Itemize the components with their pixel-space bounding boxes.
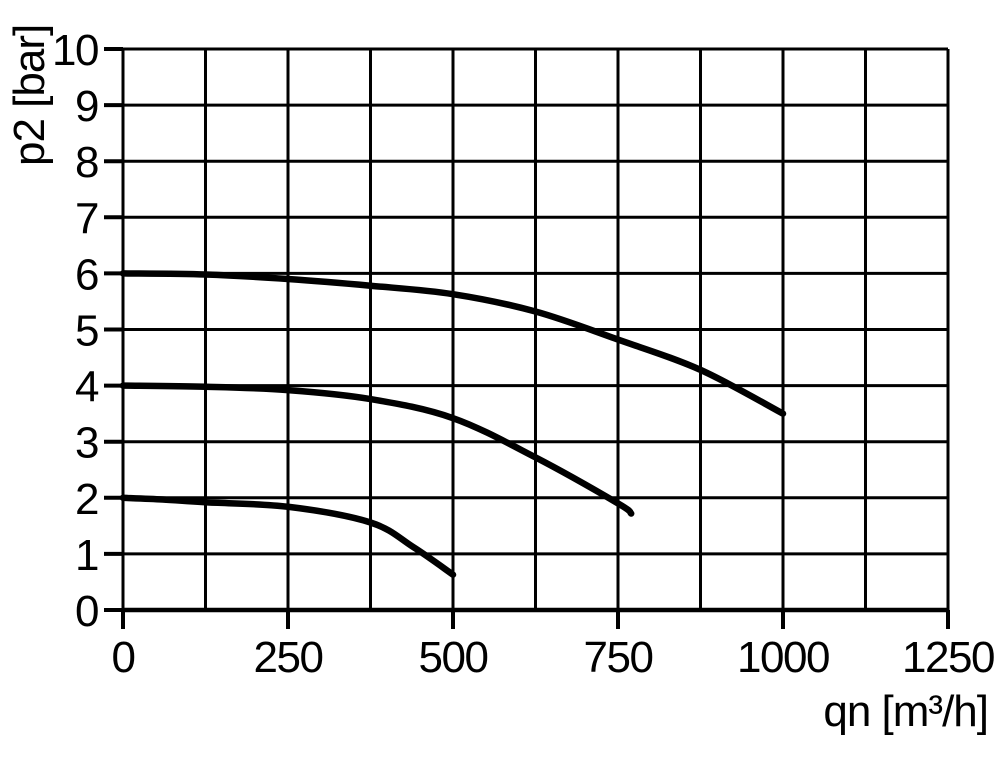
x-tick-label-0: 0	[112, 633, 135, 682]
x-tick-label-1250: 1250	[902, 633, 994, 682]
flow-curve-6-bar	[119, 270, 787, 417]
x-tick-label-250: 250	[254, 633, 323, 682]
grid-lines	[121, 47, 950, 613]
axis-ticks	[104, 47, 950, 629]
y-tick-label-2: 2	[75, 475, 98, 524]
y-tick-label-8: 8	[75, 138, 98, 187]
x-tick-label-1000: 1000	[737, 633, 829, 682]
y-tick-label-5: 5	[75, 307, 98, 356]
y-tick-label-9: 9	[75, 82, 98, 131]
y-tick-label-0: 0	[75, 587, 98, 636]
y-tick-label-10: 10	[52, 26, 98, 75]
x-axis-title: qn [m³/h]	[823, 687, 988, 736]
x-tick-label-500: 500	[419, 633, 488, 682]
x-tick-label-750: 750	[584, 633, 653, 682]
y-axis-title: p2 [bar]	[5, 25, 54, 166]
flow-curve-2-bar	[119, 494, 457, 578]
y-tick-label-4: 4	[75, 363, 99, 412]
y-tick-label-1: 1	[75, 531, 98, 580]
flow-curves	[119, 270, 787, 578]
y-tick-label-7: 7	[75, 194, 98, 243]
y-tick-label-6: 6	[75, 250, 98, 299]
flow-curve-4-bar	[119, 382, 635, 517]
y-tick-label-3: 3	[75, 419, 98, 468]
axis-tick-labels: 0 250 500 750 1000 1250 0 1 2 3 4 5 6 7 8 9 10	[52, 26, 995, 682]
